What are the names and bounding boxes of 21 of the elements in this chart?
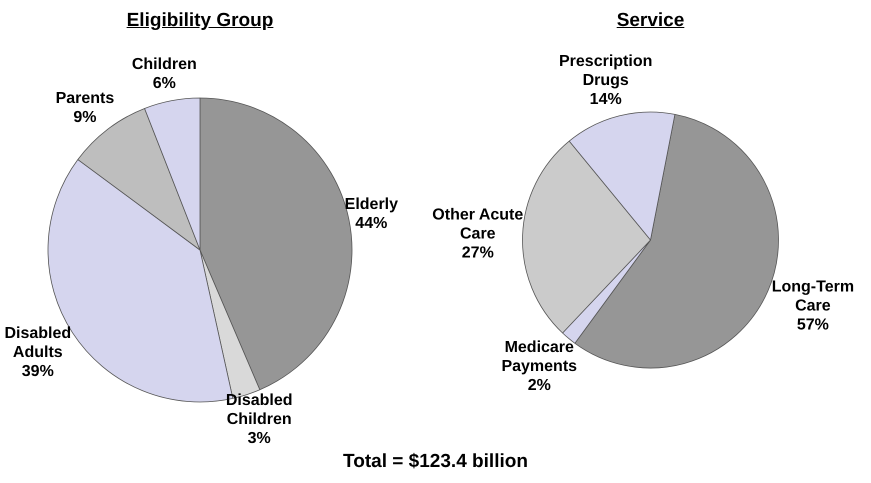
slice-label: Parents [56, 90, 114, 107]
data-label: 14% [590, 90, 622, 108]
data-label: 2% [528, 376, 551, 394]
slice-label: Other Acute Care [432, 206, 524, 243]
slice-label: Prescription Drugs [559, 52, 652, 89]
chart-title: Eligibility Group [126, 10, 274, 32]
data-label: 27% [462, 244, 494, 262]
text: Total = $123.4 billion [342, 451, 529, 473]
chart-title: Service [616, 10, 686, 32]
data-label: 57% [796, 316, 829, 334]
slice-label: Long-Term Care [772, 278, 854, 314]
data-label: 6% [152, 75, 176, 92]
data-label: 44% [355, 214, 388, 232]
data-label: 3% [248, 430, 271, 447]
slice-label: Disabled Children [226, 392, 293, 428]
data-label: 39% [22, 362, 54, 380]
slice-label: Children [132, 56, 197, 74]
slice-label: Medicare Payments [501, 338, 578, 375]
data-label: 9% [73, 108, 96, 126]
slice-label: Elderly [344, 196, 398, 213]
slice-label: Disabled Adults [4, 324, 72, 361]
